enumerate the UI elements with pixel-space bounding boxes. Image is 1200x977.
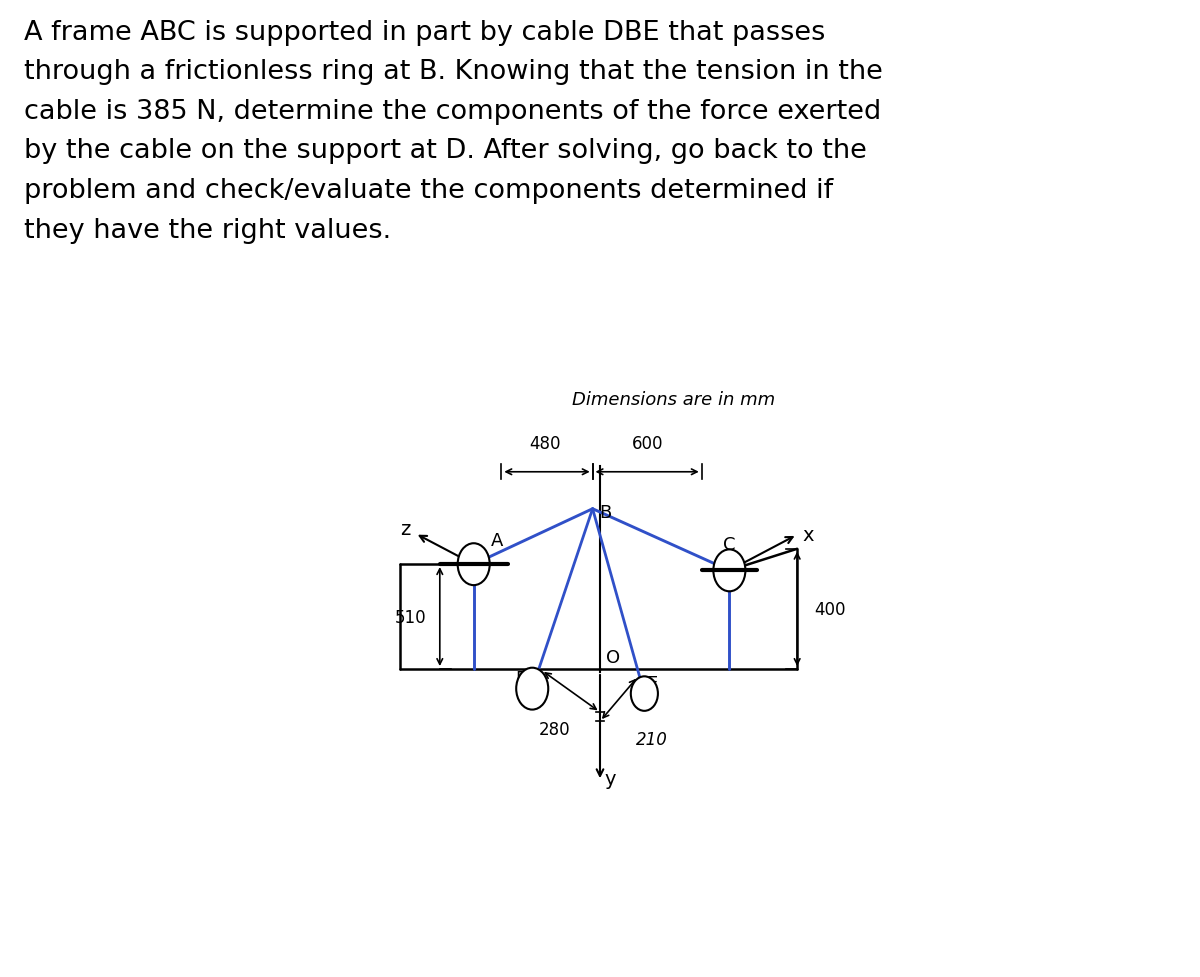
Ellipse shape (516, 668, 548, 710)
Text: D: D (515, 669, 529, 687)
Text: 600: 600 (632, 435, 664, 452)
Text: A: A (491, 531, 503, 549)
Text: Dimensions are in mm: Dimensions are in mm (572, 391, 775, 408)
Text: 510: 510 (395, 608, 426, 626)
Text: x: x (802, 526, 814, 544)
Text: y: y (605, 770, 617, 788)
Text: z: z (400, 520, 410, 538)
Text: C: C (724, 535, 736, 554)
Text: 280: 280 (539, 720, 571, 738)
Text: B: B (599, 503, 611, 521)
Text: 210: 210 (636, 731, 667, 748)
Text: O: O (606, 648, 620, 666)
Ellipse shape (457, 543, 490, 585)
Text: 480: 480 (529, 435, 560, 452)
Ellipse shape (631, 677, 658, 711)
Text: A frame ABC is supported in part by cable DBE that passes
through a frictionless: A frame ABC is supported in part by cabl… (24, 20, 883, 243)
Ellipse shape (713, 550, 745, 592)
Text: 400: 400 (815, 601, 846, 618)
Text: E: E (647, 674, 658, 692)
